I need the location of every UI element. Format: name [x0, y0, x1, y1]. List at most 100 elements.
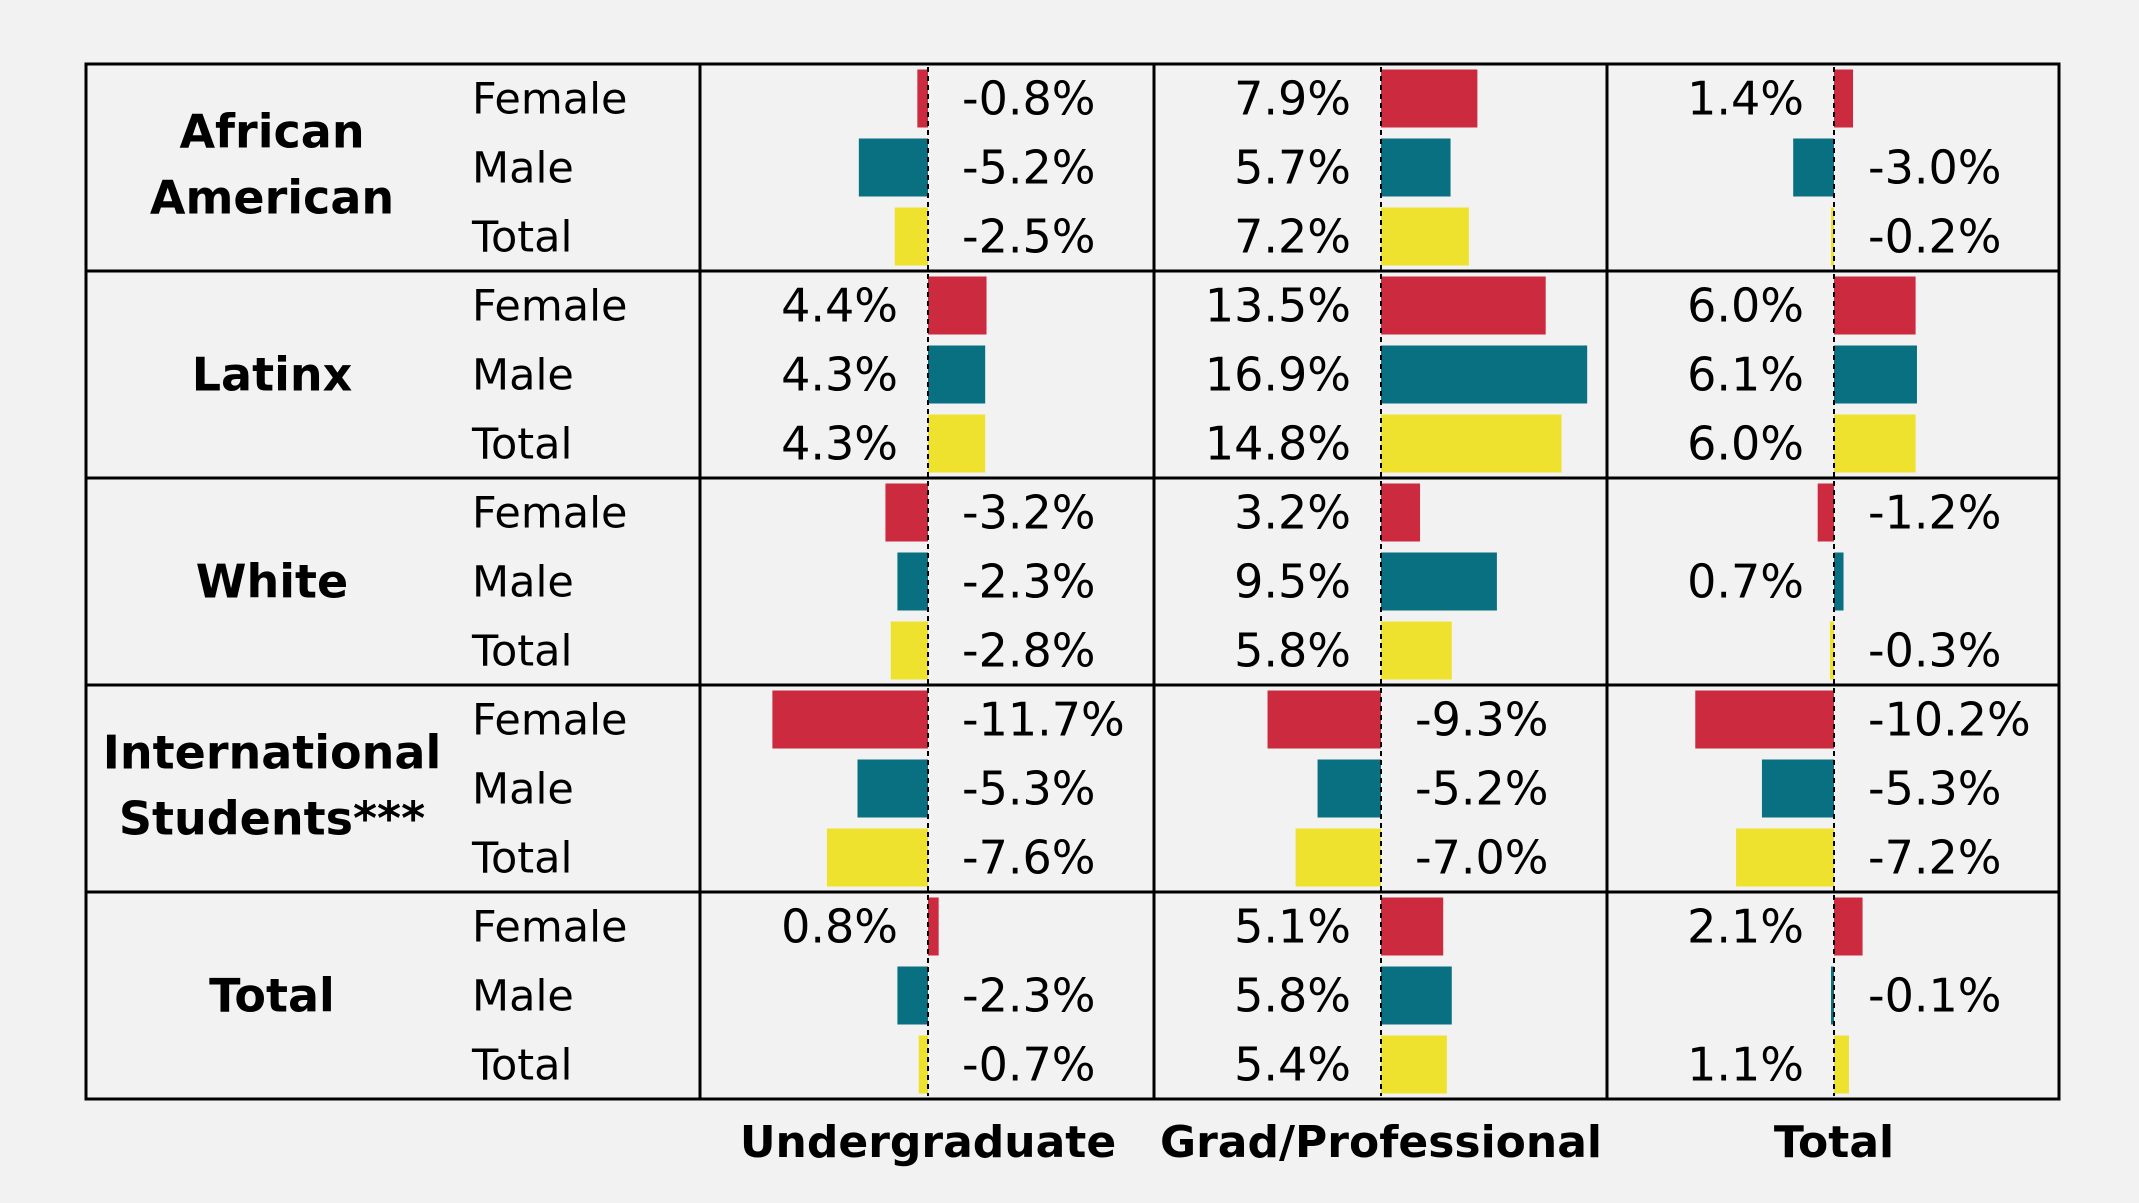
bar-male	[1831, 966, 1834, 1025]
data-label: 6.1%	[1687, 348, 1804, 402]
bar-female	[1817, 483, 1834, 542]
data-label: 1.4%	[1687, 72, 1804, 126]
data-label: -2.8%	[962, 624, 1095, 678]
data-label: -5.3%	[962, 762, 1095, 816]
data-label: -3.0%	[1868, 141, 2001, 195]
data-label: -2.3%	[962, 969, 1095, 1023]
bar-female	[1695, 690, 1834, 749]
data-label: -9.3%	[1415, 693, 1548, 747]
panel-heading: Grad/Professional	[1160, 1117, 1602, 1168]
bar-female	[885, 483, 928, 542]
bar-female	[917, 69, 928, 128]
row-sublabel: Female	[472, 282, 627, 332]
data-label: -0.8%	[962, 72, 1095, 126]
bar-total	[1381, 207, 1469, 266]
data-label: 6.0%	[1687, 279, 1804, 333]
data-label: -7.6%	[962, 831, 1095, 885]
row-sublabel: Total	[471, 420, 572, 470]
row-sublabel: Male	[472, 765, 574, 815]
bar-male	[897, 552, 928, 611]
data-label: 5.8%	[1234, 624, 1351, 678]
row-sublabel: Female	[472, 696, 627, 746]
data-label: 16.9%	[1205, 348, 1351, 402]
data-label: -0.2%	[1868, 210, 2001, 264]
bar-male	[1381, 345, 1588, 404]
row-sublabel: Female	[472, 903, 627, 953]
bar-total	[1381, 621, 1452, 680]
group-label: International Students***	[103, 726, 441, 846]
group-label: White	[196, 555, 348, 609]
data-label: -3.2%	[962, 486, 1095, 540]
data-label: 14.8%	[1205, 417, 1351, 471]
bar-total	[894, 207, 928, 266]
data-label: 5.1%	[1234, 900, 1351, 954]
data-label: -2.3%	[962, 555, 1095, 609]
bar-male	[1317, 759, 1381, 818]
data-label: 6.0%	[1687, 417, 1804, 471]
group-label: African American	[150, 105, 394, 225]
data-label: 9.5%	[1234, 555, 1351, 609]
data-label: 13.5%	[1205, 279, 1351, 333]
data-label: 2.1%	[1687, 900, 1804, 954]
data-label: -2.5%	[962, 210, 1095, 264]
bar-male	[1793, 138, 1834, 197]
bar-female	[1834, 897, 1863, 956]
data-label: 0.7%	[1687, 555, 1804, 609]
data-label: 7.9%	[1234, 72, 1351, 126]
data-label: 3.2%	[1234, 486, 1351, 540]
row-sublabel: Male	[472, 351, 574, 401]
bar-male	[857, 759, 928, 818]
table-frame	[84, 62, 2061, 1101]
bar-male	[928, 345, 986, 404]
bar-total	[918, 1035, 928, 1094]
bar-female	[772, 690, 928, 749]
data-label: -7.0%	[1415, 831, 1548, 885]
data-label: 7.2%	[1234, 210, 1351, 264]
bar-male	[897, 966, 928, 1025]
bar-female	[1834, 276, 1916, 335]
row-sublabel: Total	[471, 213, 572, 263]
data-label: -7.2%	[1868, 831, 2001, 885]
data-label: 1.1%	[1687, 1038, 1804, 1092]
bar-female	[928, 276, 987, 335]
bar-female	[1381, 276, 1546, 335]
bar-female	[928, 897, 939, 956]
bar-female	[1381, 897, 1444, 956]
bar-total	[1381, 1035, 1447, 1094]
data-label: -10.2%	[1868, 693, 2031, 747]
row-sublabel: Female	[472, 489, 627, 539]
bar-total	[1829, 621, 1834, 680]
data-label: -0.3%	[1868, 624, 2001, 678]
bar-male	[1834, 552, 1844, 611]
bar-male	[1381, 138, 1451, 197]
data-label: 0.8%	[781, 900, 898, 954]
panel-heading: Total	[1774, 1117, 1894, 1168]
bar-male	[1381, 966, 1452, 1025]
bar-total	[1834, 414, 1916, 473]
row-sublabel: Total	[471, 1041, 572, 1091]
data-label: -0.7%	[962, 1038, 1095, 1092]
bar-male	[1761, 759, 1834, 818]
bar-total	[1831, 207, 1834, 266]
bar-total	[826, 828, 928, 887]
group-label: Total	[209, 969, 335, 1023]
data-label: 4.4%	[781, 279, 898, 333]
row-sublabel: Total	[471, 834, 572, 884]
bar-female	[1834, 69, 1854, 128]
data-label: -1.2%	[1868, 486, 2001, 540]
data-label: 5.4%	[1234, 1038, 1351, 1092]
data-label: 5.8%	[1234, 969, 1351, 1023]
bar-male	[858, 138, 928, 197]
data-label: -5.3%	[1868, 762, 2001, 816]
bar-total	[1736, 828, 1834, 887]
row-sublabel: Total	[471, 627, 572, 677]
bar-total	[890, 621, 928, 680]
bar-total	[1381, 414, 1562, 473]
panel-heading: Undergraduate	[740, 1117, 1116, 1168]
row-sublabel: Female	[472, 75, 627, 125]
bar-total	[1834, 1035, 1849, 1094]
bar-total	[928, 414, 986, 473]
bar-female	[1381, 483, 1421, 542]
data-label: -0.1%	[1868, 969, 2001, 1023]
